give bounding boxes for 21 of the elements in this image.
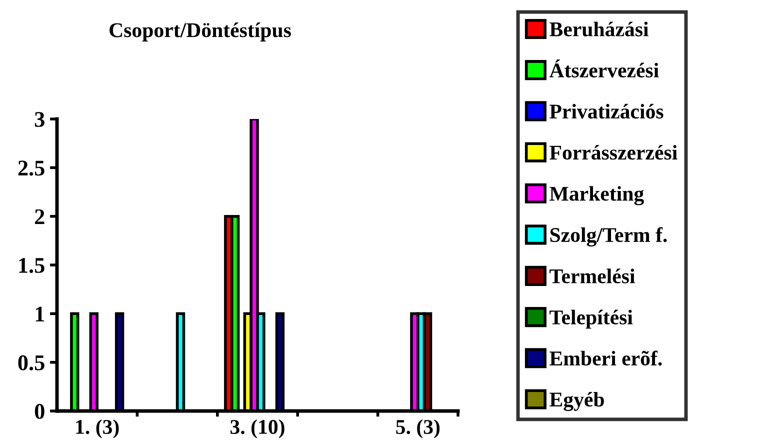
y-tick-label: 0.5 (18, 355, 44, 370)
legend-label: Termelési (550, 268, 635, 284)
y-tick-label: 0 (34, 404, 44, 419)
legend-label: Forrásszerzési (550, 145, 678, 160)
x-tick-label: 1. (3) (76, 419, 119, 438)
y-tick-label: 2.5 (18, 160, 44, 176)
y-tick-label: 1.5 (19, 258, 44, 274)
x-tick-label: 3. (10) (230, 419, 284, 438)
legend-label: Marketing (550, 186, 644, 206)
legend-label: Átszervezési (549, 59, 659, 78)
y-tick-label: 3 (34, 112, 44, 127)
legend-label: Egyéb (550, 392, 604, 412)
legend-label: Szolg/Term f. (550, 227, 667, 246)
x-tick-label: 5. (3) (396, 419, 440, 438)
y-tick-label: 1 (36, 306, 44, 322)
chart-title: Csoport/Döntéstípus (110, 22, 291, 42)
y-tick-label: 2 (35, 209, 44, 224)
legend-label: Privatizációs (550, 104, 664, 119)
legend-label: Telepítési (550, 310, 633, 329)
legend-label: Beruházási (550, 22, 648, 36)
legend-label: Emberi erõf. (550, 350, 662, 366)
